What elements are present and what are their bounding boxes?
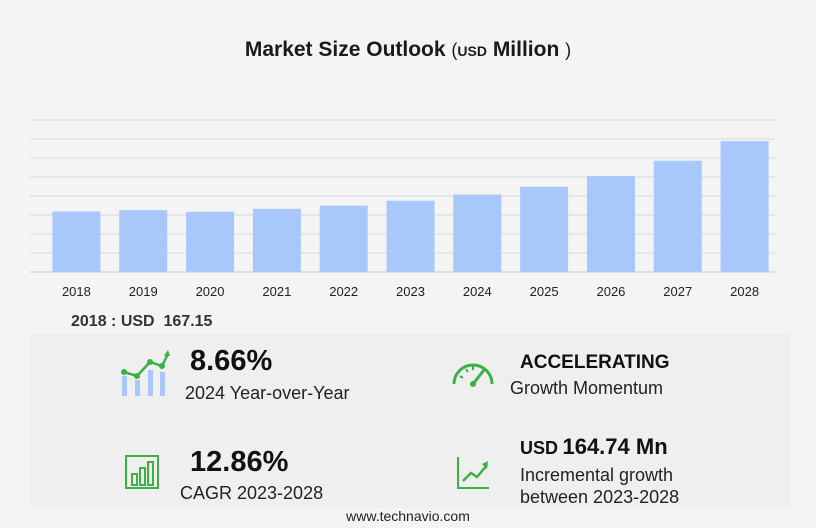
bar-chart: 2018 2019 2020 2021 2022 2023 2024 2025 2026 2027… [30,119,775,299]
incremental-value-line: USD 164.74 Mn [520,434,668,460]
base-year: 2018 [71,313,107,330]
base-sep: : [111,313,117,330]
growth-chart-icon [121,350,170,396]
bar-2028 [720,141,769,272]
x-tick-label: 2026 [596,284,625,299]
title-open-paren: ( [451,40,458,60]
bar-2025 [520,186,569,272]
incr-label-1: Incremental growth [520,465,674,485]
yoy-label: 2024 Year-over-Year [185,383,350,403]
x-tick-label: 2028 [730,284,759,299]
x-tick-label: 2022 [329,284,358,299]
incr-currency: USD [520,438,559,458]
momentum-value: ACCELERATING [520,352,670,373]
title-unit: Million [492,38,560,61]
x-tick-label: 2018 [62,284,91,299]
x-tick-label: 2024 [463,284,492,299]
bar-2026 [586,176,635,272]
incr-value: 164.74 Mn [562,434,668,459]
bar-2023 [386,200,435,272]
base-year-label: 2018 : USD 167.15 [71,313,212,331]
bar-2027 [653,160,702,272]
bar-2020 [186,211,235,272]
title-main: Market Size Outlook [244,38,446,61]
base-currency: USD [120,313,155,330]
x-tick-label: 2027 [663,284,692,299]
base-value: 167.15 [163,313,213,330]
title-unit-prefix: USD [457,43,487,59]
yoy-value: 8.66% [190,345,273,377]
footer-url: www.technavio.com [346,508,470,524]
speedometer-icon [452,363,494,387]
bar-2021 [252,208,301,272]
momentum-label: Growth Momentum [510,378,664,398]
bar-2018 [52,211,101,272]
trend-line-icon [457,457,489,489]
chart-title: Market Size Outlook (USD Million ) [0,38,816,62]
bar-2024 [453,194,502,272]
title-close-paren: ) [565,40,572,60]
cagr-label: CAGR 2023-2028 [180,483,324,503]
x-tick-label: 2023 [396,284,425,299]
bar-2019 [119,210,168,272]
x-tick-label: 2019 [129,284,158,299]
x-tick-label: 2021 [262,284,291,299]
incr-label-2: between 2023-2028 [520,487,680,507]
x-tick-label: 2020 [196,284,225,299]
cagr-value: 12.86% [190,446,289,478]
bar-growth-icon [125,455,159,489]
bar-2022 [319,205,368,272]
x-tick-label: 2025 [530,284,559,299]
